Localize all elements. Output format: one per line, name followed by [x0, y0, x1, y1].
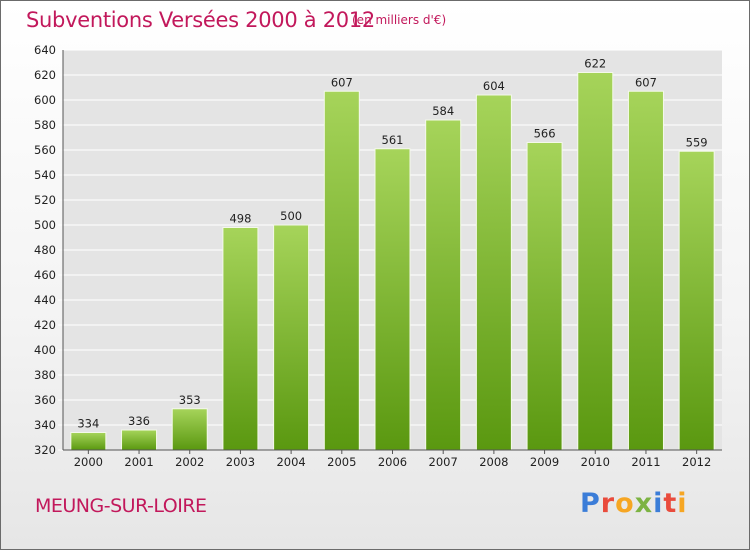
- commune-name: MEUNG-SUR-LOIRE: [35, 495, 207, 517]
- x-tick-label: 2000: [74, 455, 103, 469]
- proxiti-logo: Proxiti: [580, 488, 688, 519]
- x-tick-label: 2009: [530, 455, 559, 469]
- y-tick-label: 420: [34, 318, 56, 332]
- bar-value-label: 604: [483, 79, 505, 93]
- bar-value-label: 500: [280, 209, 302, 223]
- bar: [678, 150, 715, 451]
- bar: [374, 148, 411, 451]
- chart-title: Subventions Versées 2000 à 2012: [26, 8, 375, 32]
- y-tick-label: 540: [34, 168, 56, 182]
- bar-value-label: 334: [77, 417, 99, 431]
- x-tick-label: 2008: [479, 455, 508, 469]
- y-tick-label: 440: [34, 293, 56, 307]
- y-tick-label: 620: [34, 68, 56, 82]
- bar-value-label: 584: [432, 104, 454, 118]
- bar-value-label: 622: [584, 57, 606, 71]
- bar: [475, 94, 512, 451]
- y-tick-label: 580: [34, 118, 56, 132]
- chart-unit: (en milliers d'€): [352, 13, 447, 27]
- bar: [577, 72, 614, 451]
- y-tick-label: 400: [34, 343, 56, 357]
- bar-value-label: 607: [331, 75, 353, 89]
- bar: [273, 224, 310, 451]
- y-tick-label: 560: [34, 143, 56, 157]
- x-tick-label: 2003: [226, 455, 255, 469]
- bar: [70, 432, 107, 451]
- bar: [121, 429, 158, 451]
- bar: [323, 90, 360, 451]
- bar-value-label: 559: [686, 135, 708, 149]
- bar-value-label: 607: [635, 75, 657, 89]
- x-tick-label: 2001: [124, 455, 153, 469]
- x-tick-label: 2006: [378, 455, 407, 469]
- x-tick-label: 2011: [631, 455, 660, 469]
- bar-value-label: 336: [128, 414, 150, 428]
- bar: [222, 227, 259, 451]
- x-tick-label: 2005: [327, 455, 356, 469]
- bar-value-label: 498: [229, 212, 251, 226]
- y-tick-label: 380: [34, 368, 56, 382]
- y-tick-label: 340: [34, 418, 56, 432]
- y-tick-label: 460: [34, 268, 56, 282]
- bar: [425, 119, 462, 451]
- y-tick-label: 320: [34, 443, 56, 457]
- y-tick-label: 480: [34, 243, 56, 257]
- y-tick-label: 520: [34, 193, 56, 207]
- bar-value-label: 566: [534, 127, 556, 141]
- y-tick-label: 360: [34, 393, 56, 407]
- x-tick-label: 2012: [682, 455, 711, 469]
- bar: [526, 142, 563, 451]
- x-tick-label: 2004: [276, 455, 305, 469]
- bar-value-label: 353: [179, 393, 201, 407]
- bar: [627, 90, 664, 451]
- x-tick-label: 2007: [429, 455, 458, 469]
- x-tick-label: 2010: [581, 455, 610, 469]
- y-tick-label: 600: [34, 93, 56, 107]
- y-tick-label: 640: [34, 43, 56, 57]
- bar: [171, 408, 208, 451]
- x-tick-label: 2002: [175, 455, 204, 469]
- bar-value-label: 561: [382, 133, 404, 147]
- y-tick-label: 500: [34, 218, 56, 232]
